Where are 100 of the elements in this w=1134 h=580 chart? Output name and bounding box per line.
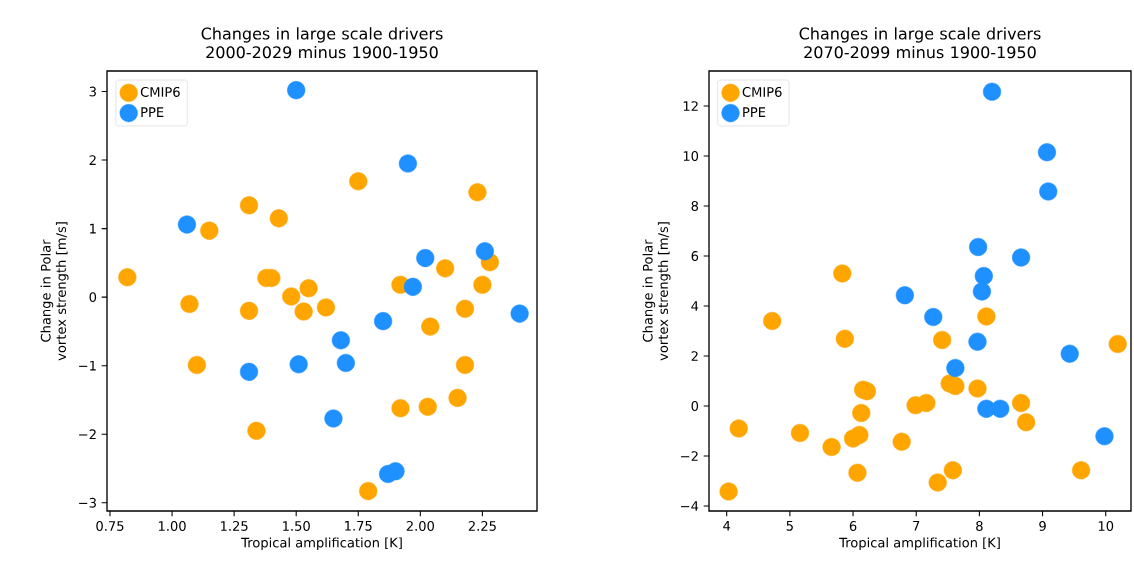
point bbox=[421, 317, 440, 336]
point bbox=[200, 221, 219, 240]
point bbox=[391, 399, 410, 418]
point bbox=[892, 432, 911, 451]
point bbox=[1072, 461, 1091, 480]
point bbox=[324, 409, 343, 428]
x-tick-label: 2.00 bbox=[406, 521, 434, 531]
point bbox=[455, 355, 475, 375]
point bbox=[180, 294, 199, 314]
point bbox=[917, 393, 936, 413]
point bbox=[924, 307, 943, 327]
point bbox=[763, 311, 782, 331]
legend-label: PPE bbox=[141, 107, 164, 117]
point bbox=[1060, 344, 1079, 363]
x-tick-label: 10 bbox=[1098, 521, 1114, 531]
x-tick-label: 6 bbox=[849, 521, 857, 531]
point bbox=[331, 331, 350, 350]
y-tick-label: 2 bbox=[89, 155, 96, 165]
point bbox=[403, 277, 422, 296]
x-tick-label: 1.75 bbox=[345, 521, 372, 531]
y-tick-label: −1 bbox=[79, 360, 96, 371]
point bbox=[289, 355, 308, 374]
y-axis-title: Change in Polar vortex strength [m/s] bbox=[40, 222, 69, 361]
point bbox=[790, 423, 810, 443]
y-tick-label: 4 bbox=[691, 301, 699, 311]
y-tick-label: 1 bbox=[90, 223, 96, 234]
point bbox=[177, 215, 197, 234]
point bbox=[349, 172, 368, 191]
point bbox=[336, 353, 355, 373]
point bbox=[510, 304, 529, 323]
point bbox=[933, 330, 952, 350]
point bbox=[282, 287, 301, 306]
point bbox=[977, 307, 996, 326]
y-tick-label: 6 bbox=[691, 251, 699, 261]
point bbox=[299, 279, 318, 298]
y-tick-label: −2 bbox=[681, 451, 698, 461]
y-tick-label: −4 bbox=[681, 501, 699, 511]
chart-title: Changes in large scale drivers 2000-2029 minus 1900-1950 bbox=[201, 27, 443, 59]
x-tick-label: 4 bbox=[723, 521, 731, 531]
point bbox=[1095, 427, 1114, 446]
x-tick-label: 1.50 bbox=[283, 521, 310, 531]
x-axis-title: Tropical amplification [K] bbox=[839, 537, 1000, 551]
point bbox=[118, 268, 137, 287]
point bbox=[895, 286, 914, 305]
point bbox=[247, 421, 266, 440]
point bbox=[946, 376, 965, 396]
point bbox=[269, 209, 288, 228]
point bbox=[1012, 248, 1031, 267]
x-tick-label: 2.25 bbox=[468, 521, 496, 531]
y-tick-label: 3 bbox=[89, 86, 96, 97]
x-tick-label: 9 bbox=[1039, 521, 1046, 531]
point bbox=[239, 196, 259, 215]
point bbox=[848, 463, 867, 482]
point bbox=[852, 403, 871, 423]
point bbox=[1037, 143, 1057, 162]
point bbox=[729, 419, 748, 438]
point bbox=[833, 264, 852, 283]
point bbox=[1012, 393, 1031, 413]
point bbox=[359, 482, 378, 501]
legend-label: CMIP6 bbox=[140, 87, 180, 97]
point bbox=[822, 437, 841, 457]
point bbox=[928, 473, 947, 492]
point bbox=[850, 425, 869, 445]
point bbox=[386, 462, 405, 481]
point bbox=[1039, 182, 1058, 201]
x-tick-label: 7 bbox=[913, 521, 920, 531]
y-tick-label: 0 bbox=[691, 401, 699, 411]
y-tick-label: −2 bbox=[79, 429, 96, 440]
point bbox=[436, 259, 455, 278]
x-tick-label: 1.25 bbox=[221, 521, 248, 531]
point bbox=[475, 242, 494, 261]
point bbox=[991, 399, 1010, 418]
point bbox=[468, 183, 487, 202]
point bbox=[719, 482, 738, 501]
x-tick-label: 8 bbox=[976, 521, 983, 531]
point bbox=[1017, 413, 1036, 432]
point bbox=[287, 81, 306, 100]
y-tick-label: 12 bbox=[683, 101, 698, 111]
point bbox=[473, 275, 492, 294]
point bbox=[455, 299, 475, 318]
x-tick-label: 5 bbox=[786, 521, 793, 531]
x-tick-label: 1.00 bbox=[158, 521, 186, 531]
y-tick-label: −3 bbox=[79, 497, 96, 508]
y-axis-title: Change in Polar vortex strength [m/s] bbox=[642, 222, 671, 361]
y-tick-label: 0 bbox=[89, 292, 97, 303]
point bbox=[416, 249, 435, 268]
point bbox=[835, 329, 854, 348]
point bbox=[972, 282, 991, 301]
point bbox=[969, 237, 988, 257]
point bbox=[187, 355, 206, 375]
point bbox=[239, 301, 259, 320]
point bbox=[946, 358, 965, 378]
point bbox=[448, 388, 467, 407]
point bbox=[316, 298, 336, 317]
y-tick-label: 2 bbox=[691, 351, 698, 361]
legend-label: CMIP6 bbox=[742, 87, 782, 97]
point bbox=[239, 362, 259, 381]
point bbox=[982, 82, 1002, 101]
point bbox=[943, 461, 962, 480]
point bbox=[968, 332, 987, 351]
